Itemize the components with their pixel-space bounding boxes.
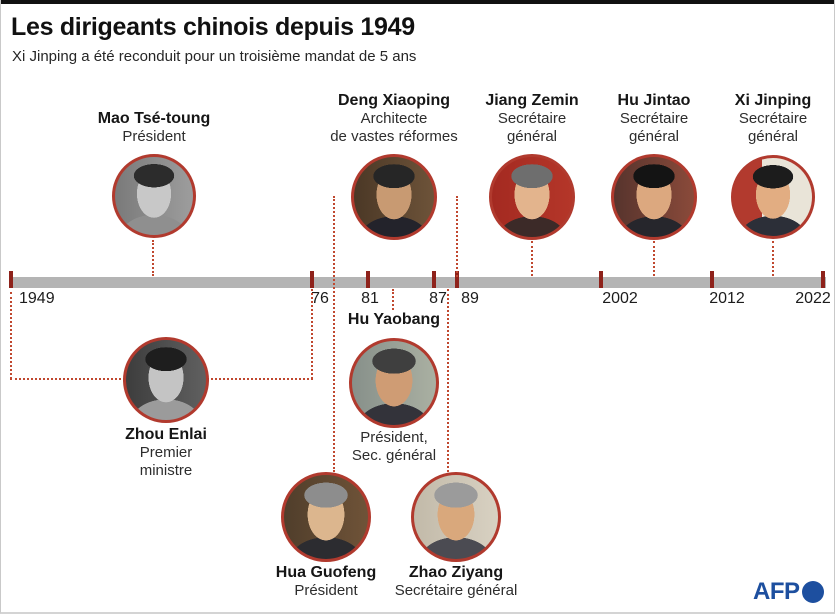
leader-name: Hu Yaobang — [347, 311, 441, 328]
leader-name: Jiang Zemin — [485, 92, 579, 109]
portrait-zhou-enlai — [123, 337, 209, 423]
tick-label-2012: 2012 — [709, 290, 745, 307]
connector-mao — [152, 240, 154, 276]
afp-logo-text: AFP — [753, 578, 800, 605]
page-subtitle: Xi Jinping a été reconduit pour un trois… — [12, 48, 417, 65]
leader-label-zhou: Zhou Enlai Premier ministre — [81, 426, 251, 480]
leader-name: Zhao Ziyang — [408, 564, 504, 581]
connector-deng-right — [456, 196, 458, 277]
tick-89 — [455, 271, 459, 288]
top-black-bar — [1, 0, 834, 4]
tick-1949 — [9, 271, 13, 288]
leader-label-mao: Mao Tsé-toung Président — [69, 110, 239, 146]
tick-87 — [432, 271, 436, 288]
leader-name: Xi Jinping — [734, 92, 812, 109]
leader-name: Mao Tsé-toung — [97, 110, 211, 127]
connector-zhou-left — [10, 292, 12, 379]
afp-logo-globe-icon — [801, 581, 824, 603]
leader-label-jiang: Jiang Zemin Secrétaire général — [447, 92, 617, 146]
tick-2012 — [710, 271, 714, 288]
leader-label-xi: Xi Jinping Secrétaire général — [688, 92, 834, 146]
leader-role: Secrétaire général — [497, 110, 567, 145]
leader-name: Hua Guofeng — [275, 564, 377, 581]
leader-label-hua: Hua Guofeng Président — [241, 564, 411, 600]
leader-role: Premier ministre — [139, 444, 193, 479]
afp-logo: AFP — [753, 578, 824, 606]
tick-label-87: 87 — [429, 290, 447, 307]
tick-label-81: 81 — [361, 290, 379, 307]
connector-deng-left-to-hua — [333, 196, 335, 472]
leader-label-hu-jintao: Hu Jintao Secrétaire général — [569, 92, 739, 146]
timeline-bar — [11, 277, 826, 288]
tick-label-2002: 2002 — [602, 290, 638, 307]
connector-hu-yaobang — [392, 289, 394, 310]
tick-2022 — [821, 271, 825, 288]
portrait-mao-tse-toung — [112, 154, 196, 238]
leader-role: Président — [294, 582, 358, 599]
leader-label-deng: Deng Xiaoping Architecte de vastes réfor… — [309, 92, 479, 146]
leader-role: Président, Sec. général — [351, 429, 437, 464]
portrait-jiang-zemin — [489, 154, 575, 240]
connector-zhao-ziyang — [447, 289, 449, 472]
leader-name: Zhou Enlai — [125, 426, 207, 443]
leader-role: Président — [122, 128, 186, 145]
leader-role: Architecte de vastes réformes — [330, 110, 458, 145]
tick-label-1949: 1949 — [19, 290, 55, 307]
tick-label-89: 89 — [461, 290, 479, 307]
connector-jiang-zemin — [531, 241, 533, 276]
portrait-deng-xiaoping — [351, 154, 437, 240]
portrait-xi-jinping — [731, 155, 815, 239]
connector-zhou-right — [311, 289, 313, 379]
connector-hu-jintao — [653, 241, 655, 276]
leader-name: Deng Xiaoping — [338, 92, 450, 109]
tick-76 — [310, 271, 314, 288]
page-title: Les dirigeants chinois depuis 1949 — [11, 13, 415, 41]
tick-81 — [366, 271, 370, 288]
leader-label-hu-yaobang-role: Président, Sec. général — [309, 429, 479, 465]
connector-xi-jinping — [772, 241, 774, 276]
portrait-hua-guofeng — [281, 472, 371, 562]
tick-label-2022: 2022 — [795, 290, 831, 307]
leader-label-zhao: Zhao Ziyang Secrétaire général — [371, 564, 541, 600]
leader-role: Secrétaire général — [394, 582, 518, 599]
portrait-hu-yaobang — [349, 338, 439, 428]
leader-name: Hu Jintao — [617, 92, 691, 109]
portrait-hu-jintao — [611, 154, 697, 240]
leader-role: Secrétaire général — [619, 110, 689, 145]
leader-role: Secrétaire général — [738, 110, 808, 145]
tick-label-76: 76 — [311, 290, 329, 307]
portrait-zhao-ziyang — [411, 472, 501, 562]
tick-2002 — [599, 271, 603, 288]
leader-label-hu-yaobang-name: Hu Yaobang — [309, 311, 479, 329]
